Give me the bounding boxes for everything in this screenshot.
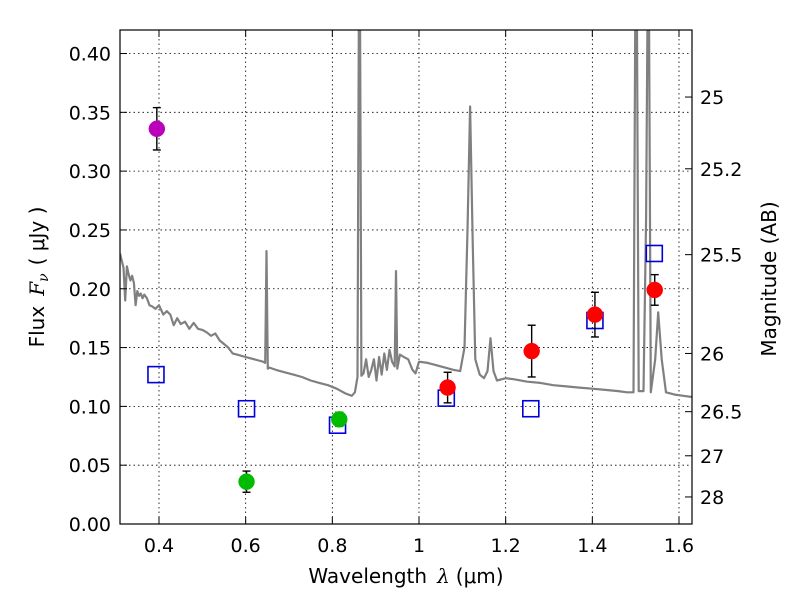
y-tick-label: 0.10 xyxy=(69,396,111,418)
y2-tick-label: 26 xyxy=(700,343,724,365)
y-tick-label: 0.20 xyxy=(69,279,111,301)
x-tick-label: 0.4 xyxy=(144,535,174,557)
y2-tick-label: 28 xyxy=(700,487,724,509)
x-tick-label: 1.4 xyxy=(577,535,607,557)
x-axis-label-unit: (μm) xyxy=(456,564,504,588)
y-axis-label-unit: ( μJy ) xyxy=(25,207,49,266)
x-axis-label: Wavelength λ (μm) xyxy=(308,564,503,588)
y-tick-label: 0.30 xyxy=(69,161,111,183)
model-photometry-square xyxy=(237,399,256,418)
x-tick-label: 1.6 xyxy=(664,535,694,557)
observed-flux-point xyxy=(523,342,540,360)
spectrum-line xyxy=(120,30,692,399)
y-tick-label: 0.25 xyxy=(69,220,111,242)
y-axis-label-subscript: ν xyxy=(36,273,52,282)
y-tick-label: 0.40 xyxy=(69,44,111,66)
y2-tick-label: 25 xyxy=(700,87,724,109)
y-axis-label: Flux Fν ( μJy ) xyxy=(25,207,52,348)
y2-tick-label: 25.2 xyxy=(700,159,742,181)
plot-frame xyxy=(119,29,693,525)
observed-flux-point xyxy=(586,306,604,323)
y-axis-label-prefix: Flux xyxy=(25,306,49,348)
x-axis-label-prefix: Wavelength xyxy=(308,564,427,588)
x-tick-label: 1.2 xyxy=(491,535,521,557)
axis-ticks: 0.4 0.6 0.8 1 1.2 1.4 1.6 0.00 0.05 0.10 0.15 0.20 0… xyxy=(69,30,742,557)
y-tick-label: 0.35 xyxy=(69,102,111,124)
observed-flux-point xyxy=(646,281,663,299)
plot-data xyxy=(120,30,692,493)
model-photometry-square xyxy=(645,244,664,263)
y-tick-label: 0.15 xyxy=(69,338,111,360)
y-tick-label: 0.05 xyxy=(69,455,111,477)
y2-tick-label: 26.5 xyxy=(700,402,742,424)
observed-flux-point xyxy=(238,473,255,490)
observed-flux-point xyxy=(439,379,456,396)
y2-tick-label: 27 xyxy=(700,446,724,468)
y-axis-label-symbol: F xyxy=(25,281,49,297)
x-axis-label-symbol: λ xyxy=(436,564,450,588)
x-tick-label: 0.8 xyxy=(317,535,347,557)
model-photometry-square xyxy=(521,399,540,418)
x-tick-label: 0.6 xyxy=(231,535,261,557)
y2-axis-label: Magnitude (AB) xyxy=(757,201,781,356)
x-tick-label: 1 xyxy=(413,535,425,557)
observed-flux-point xyxy=(148,120,166,138)
observed-flux-point xyxy=(331,411,348,428)
y-tick-label: 0.00 xyxy=(69,514,111,536)
model-photometry-square xyxy=(147,365,165,384)
y2-tick-label: 25.5 xyxy=(700,245,742,267)
